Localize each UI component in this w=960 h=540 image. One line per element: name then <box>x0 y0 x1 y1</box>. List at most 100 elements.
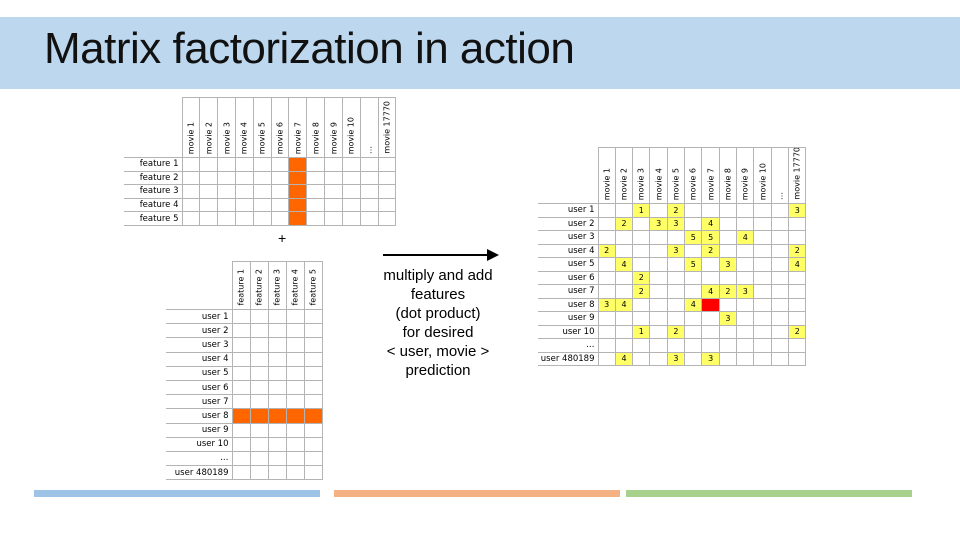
matrix-cell <box>270 157 290 172</box>
rating-cell <box>614 324 634 339</box>
rating-cell <box>736 243 755 258</box>
column-header: movie 5 <box>666 147 686 204</box>
rating-cell <box>597 257 616 272</box>
matrix-cell <box>199 197 219 213</box>
table-row: user 9 <box>166 422 323 438</box>
matrix-cell <box>285 394 305 410</box>
highlighted-cell <box>267 408 287 424</box>
row-label: user 4 <box>538 243 599 258</box>
rating-cell <box>614 338 634 353</box>
highlighted-cell <box>231 408 251 424</box>
table-row: user 6 <box>166 379 323 396</box>
matrix-cell <box>267 351 287 367</box>
matrix-cell <box>199 157 219 172</box>
matrix-cell <box>303 436 323 452</box>
matrix-cell <box>267 379 287 396</box>
matrix-cell <box>181 157 201 172</box>
matrix-cell <box>285 379 305 396</box>
table-row: user 6 2 <box>538 270 807 285</box>
rating-cell <box>753 311 772 326</box>
row-label: user 5 <box>166 365 233 381</box>
prediction-cell <box>701 297 720 312</box>
row-label: user 7 <box>538 284 599 299</box>
table-row: user 480189 4 3 3 <box>538 351 807 366</box>
rating-cell <box>597 311 616 326</box>
highlighted-cell <box>288 157 308 172</box>
rating-cell <box>649 311 668 326</box>
matrix-cell <box>303 379 323 396</box>
matrix-cell <box>324 211 343 226</box>
rating-cell <box>649 270 668 285</box>
rating-cell: 2 <box>666 203 686 218</box>
table-row: user 9 3 <box>538 311 807 326</box>
rating-cell <box>597 284 616 299</box>
matrix-cell <box>249 436 269 452</box>
rating-cell <box>684 216 703 231</box>
matrix-cell <box>234 157 254 172</box>
rating-cell: 2 <box>632 284 651 299</box>
matrix-cell <box>231 365 251 381</box>
rating-cell: 4 <box>701 284 720 299</box>
column-header: movie 8 <box>306 97 326 158</box>
matrix-cell <box>181 184 201 199</box>
matrix-cell <box>377 184 397 199</box>
row-label: user 10 <box>538 324 599 339</box>
rating-cell <box>666 257 686 272</box>
rating-cell <box>701 338 720 353</box>
matrix-cell <box>267 450 287 467</box>
rating-cell <box>770 338 790 353</box>
table-row: user 7 <box>166 394 323 410</box>
matrix-cell <box>217 170 236 186</box>
matrix-cell <box>270 197 290 213</box>
matrix-cell <box>234 197 254 213</box>
annotation-line: multiply and add <box>383 267 493 284</box>
rating-cell <box>684 351 703 366</box>
rating-cell <box>614 203 634 218</box>
matrix-cell <box>324 197 343 213</box>
annotation-line: < user, movie > <box>386 343 490 360</box>
rating-cell <box>770 203 790 218</box>
rating-cell <box>701 270 720 285</box>
rating-cell <box>770 324 790 339</box>
matrix-cell <box>217 211 236 226</box>
column-header: movie 17770 <box>788 147 807 204</box>
rating-cell <box>753 297 772 312</box>
rating-cell <box>788 270 807 285</box>
rating-cell: 2 <box>788 243 807 258</box>
rating-cell <box>770 297 790 312</box>
rating-cell <box>736 257 755 272</box>
row-label: user 9 <box>538 311 599 326</box>
rating-cell <box>649 203 668 218</box>
matrix-cell <box>231 308 251 325</box>
matrix-cell <box>267 337 287 353</box>
rating-cell <box>736 216 755 231</box>
column-header: movie 1 <box>181 97 201 158</box>
table-row: … <box>538 338 807 353</box>
column-header: feature 5 <box>303 261 323 310</box>
row-label: user 7 <box>166 394 233 410</box>
rating-cell: 4 <box>614 351 634 366</box>
rating-cell <box>597 216 616 231</box>
rating-cell <box>788 351 807 366</box>
rating-cell <box>666 230 686 245</box>
rating-cell <box>736 338 755 353</box>
row-label: user 6 <box>538 270 599 285</box>
annotation-line: (dot product) <box>395 305 481 322</box>
column-header: movie 4 <box>649 147 668 204</box>
rating-cell <box>649 324 668 339</box>
matrix-cell <box>341 157 361 172</box>
matrix-corner <box>124 98 182 158</box>
matrix-cell <box>306 211 326 226</box>
row-label: feature 3 <box>124 184 183 199</box>
rating-cell <box>684 284 703 299</box>
rating-cell: 1 <box>632 324 651 339</box>
matrix-cell <box>252 170 272 186</box>
rating-cell <box>649 338 668 353</box>
matrix-cell <box>359 184 379 199</box>
row-label: user 4 <box>166 351 233 367</box>
rating-cell <box>770 270 790 285</box>
